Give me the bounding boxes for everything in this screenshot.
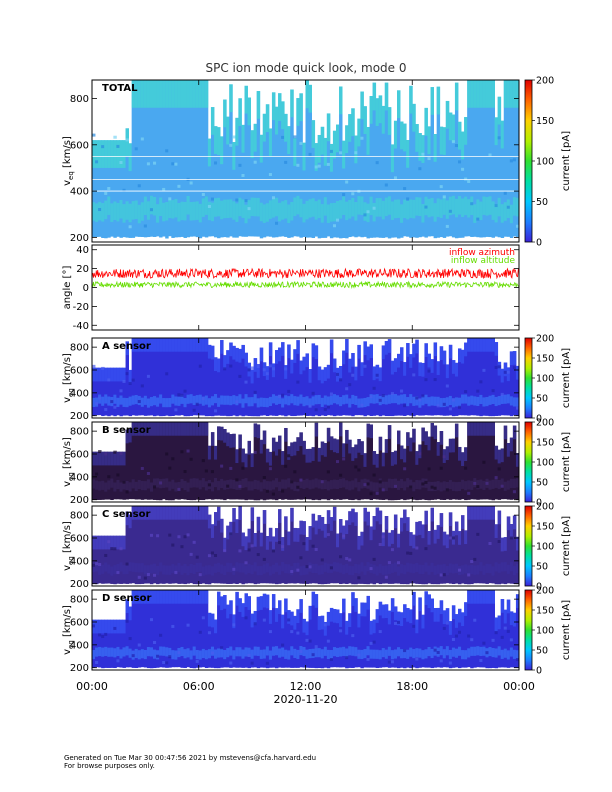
y-tick-label: 400 [70, 388, 89, 399]
colorbar-tick-label: 200 [536, 76, 554, 87]
x-tick-label: 06:00 [183, 680, 215, 693]
colorbar-scale [524, 421, 533, 503]
footer-browse-line: For browse purposes only. [64, 762, 155, 770]
panel-label: B sensor [102, 425, 151, 436]
colorbar-tick-label: 0 [536, 238, 542, 249]
x-tick-label: 00:00 [76, 680, 108, 693]
y-tick-label: 600 [70, 534, 89, 545]
colorbar-tick-label: 200 [536, 334, 554, 345]
colorbar-tick-label: 0 [536, 414, 542, 425]
y-tick-label: 20 [76, 264, 89, 275]
colorbar: 0 50 100 150 200 current [pA] [524, 418, 572, 509]
colorbar-scale [524, 505, 533, 587]
y-axis-label: veq [km/s] [62, 437, 75, 487]
y-tick-label: 200 [70, 663, 89, 674]
colorbar-tick-label: 200 [536, 586, 554, 597]
colorbar-tick-label: 0 [536, 666, 542, 677]
colorbar-tick-label: 100 [536, 626, 554, 637]
colorbar-label: current [pA] [561, 131, 572, 191]
x-tick-label: 00:00 [503, 680, 535, 693]
y-tick-label: 40 [76, 245, 89, 256]
panel-d-sensor: D sensor 0 50 100 150 200 current [pA] veq [km/… [62, 586, 572, 677]
y-tick-label: 200 [70, 579, 89, 590]
colorbar-label: current [pA] [561, 348, 572, 408]
panel-total: TOTAL 0 50 100 150 200 current [pA] veq [km/s] 2… [62, 76, 572, 249]
x-axis-date-label: 2020-11-20 [274, 693, 338, 706]
colorbar-tick-label: 150 [536, 606, 554, 617]
colorbar-tick-label: 150 [536, 354, 554, 365]
colorbar-tick-label: 50 [536, 646, 548, 657]
y-tick-label: 800 [70, 343, 89, 354]
y-tick-label: 0 [83, 283, 89, 294]
panel-c-sensor: C sensor 0 50 100 150 200 current [pA] veq [km/… [62, 502, 572, 593]
y-tick-label: 800 [70, 595, 89, 606]
panel-label: D sensor [102, 593, 151, 604]
y-axis-label: veq [km/s] [62, 353, 75, 403]
colorbar-tick-label: 50 [536, 394, 548, 405]
footer-generated-line: Generated on Tue Mar 30 00:47:56 2021 by… [64, 754, 317, 762]
panel-b-sensor: B sensor 0 50 100 150 200 current [pA] veq [km/… [62, 418, 572, 509]
legend-entry: inflow azimuth [449, 248, 515, 258]
colorbar-label: current [pA] [561, 516, 572, 576]
colorbar-tick-label: 50 [536, 478, 548, 489]
y-tick-label: 400 [70, 187, 89, 198]
colorbar-tick-label: 100 [536, 374, 554, 385]
colorbar: 0 50 100 150 200 current [pA] [524, 502, 572, 593]
y-tick-label: 800 [70, 94, 89, 105]
y-axis-label: angle [°] [62, 266, 73, 310]
y-axis-label: veq [km/s] [62, 136, 75, 186]
x-tick-label: 12:00 [290, 680, 322, 693]
colorbar-tick-label: 0 [536, 498, 542, 509]
y-tick-label: 200 [70, 495, 89, 506]
y-tick-label: -20 [73, 302, 89, 313]
y-axis-label: veq [km/s] [62, 605, 75, 655]
colorbar-tick-label: 150 [536, 438, 554, 449]
legend-entry: inflow altitude [451, 256, 516, 266]
y-tick-label: 600 [70, 450, 89, 461]
series-inflow-azimuth [91, 267, 520, 280]
series-inflow-altitude [91, 280, 520, 289]
colorbar-tick-label: 150 [536, 116, 554, 127]
y-tick-label: -40 [73, 321, 89, 332]
colorbar-tick-label: 100 [536, 157, 554, 168]
colorbar-tick-label: 150 [536, 522, 554, 533]
colorbar-label: current [pA] [561, 600, 572, 660]
colorbar-scale [524, 79, 533, 243]
colorbar-tick-label: 0 [536, 582, 542, 593]
y-tick-label: 400 [70, 472, 89, 483]
colorbar-tick-label: 50 [536, 197, 548, 208]
y-tick-label: 200 [70, 411, 89, 422]
colorbar-label: current [pA] [561, 432, 572, 492]
colorbar-tick-label: 100 [536, 458, 554, 469]
colorbar: 0 50 100 150 200 current [pA] [524, 334, 572, 425]
angle-background [92, 245, 519, 330]
y-tick-label: 200 [70, 233, 89, 244]
y-axis-label: veq [km/s] [62, 521, 75, 571]
x-tick-label: 18:00 [396, 680, 428, 693]
y-tick-label: 800 [70, 511, 89, 522]
y-tick-label: 400 [70, 556, 89, 567]
colorbar-tick-label: 100 [536, 542, 554, 553]
colorbar: 0 50 100 150 200 current [pA] [524, 76, 572, 249]
colorbar-scale [524, 337, 533, 419]
chart-title: SPC ion mode quick look, mode 0 [206, 61, 407, 75]
colorbar-tick-label: 200 [536, 418, 554, 429]
y-tick-label: 600 [70, 140, 89, 151]
colorbar-tick-label: 200 [536, 502, 554, 513]
panel-a-sensor: A sensor 0 50 100 150 200 current [pA] veq [km/… [62, 334, 572, 425]
colorbar-scale [524, 589, 533, 671]
panel-label: TOTAL [102, 83, 138, 94]
y-tick-label: 600 [70, 366, 89, 377]
y-tick-label: 400 [70, 640, 89, 651]
y-tick-label: 800 [70, 427, 89, 438]
colorbar-tick-label: 50 [536, 562, 548, 573]
panel-label: A sensor [102, 341, 151, 352]
panel-label: C sensor [102, 509, 150, 520]
colorbar: 0 50 100 150 200 current [pA] [524, 586, 572, 677]
y-tick-label: 600 [70, 618, 89, 629]
